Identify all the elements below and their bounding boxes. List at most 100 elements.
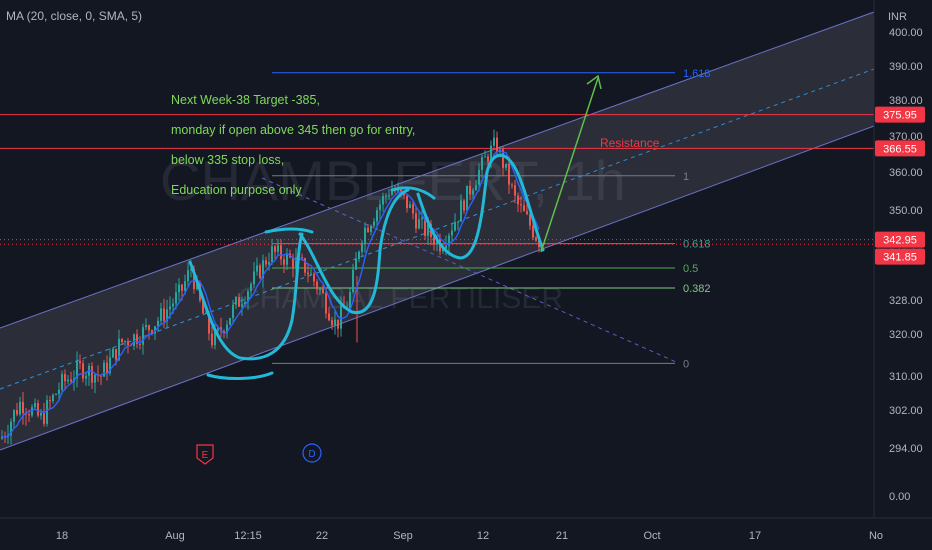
candle-body [379,204,381,211]
candle-body [85,375,87,379]
candle-body [454,222,456,231]
candle-body [442,248,444,252]
candle-body [265,260,267,265]
candle-body [28,414,30,416]
candle-body [487,156,489,162]
candle-body [136,334,138,344]
candle-body [466,185,468,211]
candle-body [172,303,174,307]
candle-body [223,331,225,334]
candle-body [433,237,435,245]
candle-body [268,262,270,265]
x-tick-label: Oct [643,530,660,542]
y-tick-label: 350.00 [889,205,923,217]
fib-level-label: 0.5 [683,263,698,275]
candle-body [163,308,165,322]
x-ticks: 18 Aug 12:15 22 Sep 12 21 Oct 17 No [56,530,883,542]
projection-arrow-line [540,77,599,253]
candle-body [535,237,537,241]
candle-body [70,379,72,382]
candle-body [139,343,141,345]
candle-body [106,362,108,374]
candle-body [214,330,216,346]
candle-body [316,281,318,290]
candle-body [166,309,168,322]
candle-body [40,413,42,416]
cup-sketch-middle [298,188,410,315]
y-tick-label: 320.00 [889,329,923,341]
y-tick-label: 328.00 [889,295,923,307]
candle-body [154,326,156,334]
candle-body [187,270,189,282]
candle-body [229,318,231,325]
cup-sketch-right [416,154,545,260]
price-badge-label: 375.95 [883,110,917,122]
y-tick-label: 0.00 [889,491,910,503]
candle-body [49,400,51,402]
candle-body [493,137,495,146]
candle-body [112,348,114,358]
candle-body [157,320,159,327]
indicator-legend[interactable]: MA (20, close, 0, SMA, 5) [6,9,142,23]
candle-body [25,413,27,415]
candle-body [115,348,117,360]
candle-body [412,204,414,214]
candle-body [403,192,405,196]
time-axis[interactable] [0,518,932,550]
candle-body [169,306,171,310]
x-tick-label: 22 [316,530,328,542]
note-line-4: Education purpose only [171,183,302,197]
candle-body [532,225,534,238]
candle-body [319,289,321,291]
earnings-event-label: E [202,450,209,461]
candle-body [358,251,360,260]
fib-level-label: 0.382 [683,283,711,295]
candle-body [301,256,303,259]
x-tick-label: 12 [477,530,489,542]
candle-body [79,361,81,364]
candle-body [334,319,336,326]
note-line-2: monday if open above 345 then go for ent… [171,123,415,137]
price-badge-label: 342.95 [883,235,917,247]
candle-body [250,284,252,292]
candle-body [496,137,498,152]
candle-body [226,324,228,334]
candle-body [280,245,282,260]
price-badge [875,106,925,123]
candle-body [475,184,477,191]
candle-body [148,325,150,331]
candle-body [502,149,504,168]
candle-body [514,185,516,196]
price-axis[interactable] [874,0,932,550]
earnings-event-marker[interactable] [196,444,214,465]
price-badge [875,140,925,157]
dividend-event-marker[interactable] [302,443,322,463]
candle-body [484,156,486,158]
candle-body [274,246,276,252]
candle-body [517,195,519,205]
candle-body [259,265,261,278]
candle-body [247,291,249,302]
candle-body [418,219,420,229]
candle-body [322,289,324,294]
candle-body [271,246,273,263]
candle-body [34,403,36,408]
candle-body [292,257,294,269]
candle-body [508,163,510,185]
candle-body [529,214,531,226]
candle-body [421,217,423,220]
candle-body [460,200,462,222]
candle-body [124,340,126,343]
candle-body [451,230,453,236]
candle-body [127,340,129,346]
candle-body [523,205,525,212]
candle-body [103,362,105,377]
candle-body [43,413,45,424]
candle-body [463,200,465,211]
candle-body [478,169,480,185]
candle-body [283,259,285,265]
candle-body [244,301,246,305]
dividend-event-label: D [308,449,315,460]
candle-body [181,284,183,291]
